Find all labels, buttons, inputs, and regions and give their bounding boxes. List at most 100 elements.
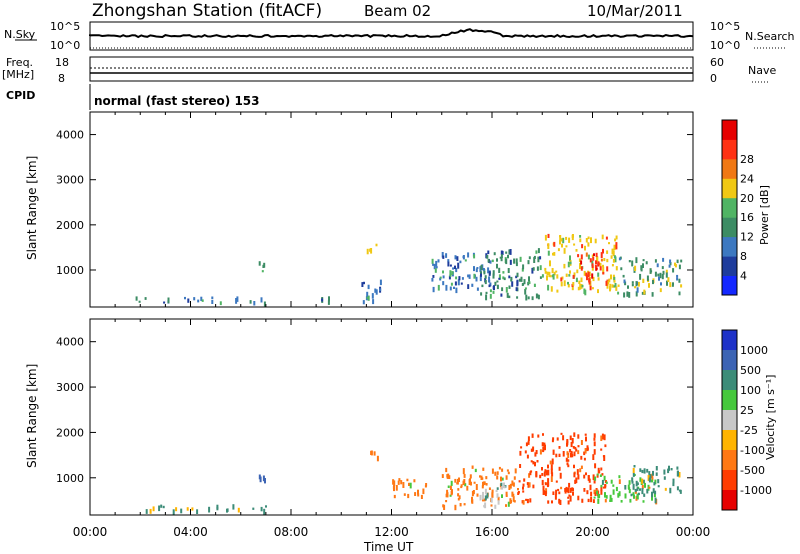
heatmap-cell: [598, 493, 601, 499]
heatmap-cell: [604, 444, 607, 448]
heatmap-cell: [617, 493, 620, 498]
heatmap-cell: [393, 480, 396, 486]
heatmap-cell: [580, 254, 583, 260]
heatmap-cell: [480, 271, 482, 277]
heatmap-cell: [252, 507, 255, 510]
heatmap-cell: [505, 287, 508, 293]
heatmap-cell: [615, 266, 618, 271]
heatmap-cell: [507, 268, 510, 273]
heatmap-cell: [553, 271, 556, 276]
heatmap-cell: [533, 257, 536, 263]
heatmap-cell: [580, 440, 583, 445]
heatmap-cell: [530, 448, 533, 452]
heatmap-cell: [611, 248, 614, 255]
heatmap-cell: [375, 243, 378, 247]
nave-label: Nave: [748, 64, 776, 77]
heatmap-cell: [542, 485, 545, 491]
colorbar-tick-label: 20: [740, 192, 754, 205]
heatmap-cell: [544, 271, 547, 274]
heatmap-cell: [605, 280, 608, 286]
heatmap-cell: [648, 471, 651, 475]
heatmap-cell: [569, 449, 572, 453]
heatmap-cell: [634, 265, 637, 271]
heatmap-cell: [542, 490, 545, 495]
date-label: 10/Mar/2011: [587, 2, 683, 20]
heatmap-cell: [328, 296, 330, 302]
heatmap-cell: [600, 489, 603, 495]
heatmap-cell: [536, 460, 539, 463]
heatmap-cell: [520, 446, 523, 449]
velocity-heatmap: [145, 432, 682, 515]
heatmap-cell: [543, 471, 546, 477]
heatmap-cell: [197, 299, 200, 303]
heatmap-cell: [471, 465, 474, 469]
colorbar-tick-label: 1000: [740, 344, 768, 357]
colorbar-segment: [722, 197, 737, 218]
heatmap-cell: [547, 500, 550, 504]
heatmap-cell: [470, 481, 472, 486]
colorbar-tick-label: 12: [740, 231, 754, 244]
heatmap-cell: [553, 252, 556, 256]
heatmap-cell: [525, 294, 528, 301]
colorbar-segment: [722, 350, 737, 371]
heatmap-cell: [565, 245, 568, 248]
heatmap-cell: [664, 487, 667, 491]
heatmap-cell: [449, 270, 452, 276]
heatmap-cell: [678, 291, 681, 296]
heatmap-cell: [495, 490, 498, 493]
heatmap-cell: [579, 263, 581, 270]
heatmap-cell: [532, 484, 535, 489]
heatmap-cell: [623, 279, 626, 284]
heatmap-cell: [644, 482, 646, 488]
heatmap-cell: [678, 278, 681, 283]
heatmap-cell: [370, 450, 373, 455]
heatmap-cell: [611, 284, 614, 288]
heatmap-cell: [659, 288, 662, 293]
y-tick-label: 3000: [56, 174, 84, 187]
heatmap-cell: [624, 493, 627, 499]
heatmap-cell: [537, 248, 540, 254]
heatmap-cell: [497, 500, 500, 505]
heatmap-cell: [583, 270, 586, 276]
heatmap-cell: [455, 276, 458, 280]
heatmap-cell: [651, 473, 654, 479]
heatmap-cell: [260, 506, 263, 512]
heatmap-cell: [614, 283, 617, 287]
heatmap-cell: [523, 478, 526, 482]
heatmap-cell: [610, 479, 613, 484]
heatmap-cell: [505, 494, 508, 497]
heatmap-cell: [600, 435, 603, 441]
heatmap-cell: [539, 474, 542, 479]
heatmap-cell: [592, 454, 595, 460]
heatmap-cell: [565, 236, 568, 240]
heatmap-cell: [398, 478, 401, 482]
nave-tick-high: 60: [710, 56, 724, 69]
heatmap-cell: [484, 495, 487, 501]
heatmap-cell: [591, 265, 594, 271]
heatmap-cell: [637, 492, 640, 496]
heatmap-cell: [138, 300, 141, 303]
heatmap-cell: [550, 476, 553, 482]
heatmap-cell: [544, 490, 547, 497]
heatmap-cell: [602, 455, 605, 458]
heatmap-cell: [580, 260, 583, 265]
heatmap-cell: [593, 449, 596, 455]
heatmap-cell: [523, 279, 526, 285]
heatmap-cell: [613, 276, 616, 282]
heatmap-cell: [579, 235, 582, 238]
heatmap-cell: [577, 254, 580, 258]
colorbar-frame: [721, 329, 738, 511]
x-tick-label: 08:00: [274, 525, 309, 539]
heatmap-cell: [514, 468, 517, 474]
heatmap-cell: [557, 488, 560, 492]
heatmap-cell: [581, 284, 584, 288]
heatmap-cell: [441, 474, 444, 478]
heatmap-cell: [572, 488, 574, 492]
heatmap-cell: [594, 476, 597, 481]
heatmap-cell: [551, 458, 554, 465]
heatmap-cell: [558, 446, 561, 449]
colorbar-tick-label: -25: [740, 424, 758, 437]
heatmap-cell: [613, 244, 616, 251]
heatmap-cell: [590, 491, 593, 497]
y-tick-label: 1000: [56, 264, 84, 277]
